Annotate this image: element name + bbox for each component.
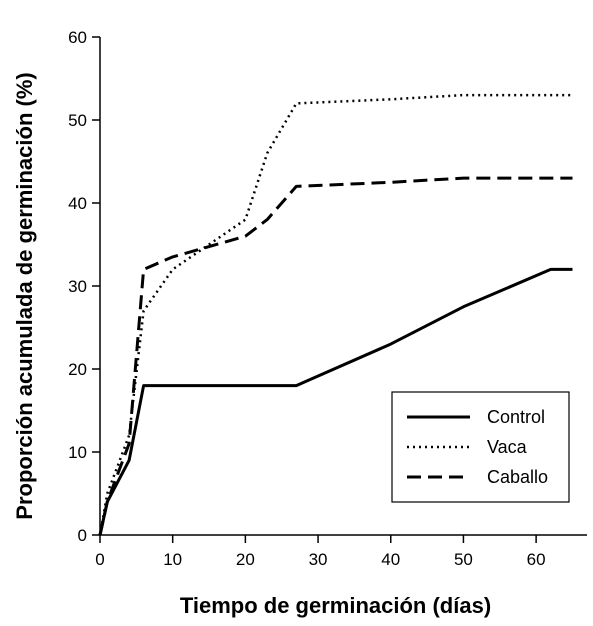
legend: Control Vaca Caballo <box>391 391 570 503</box>
series-line-caballo <box>98 176 573 536</box>
x-tick-label: 0 <box>95 550 104 569</box>
axes <box>99 37 587 536</box>
y-tick-label: 60 <box>68 28 87 47</box>
series-line-vaca <box>98 93 573 536</box>
y-tick-label: 30 <box>68 277 87 296</box>
x-tick-label: 30 <box>309 550 328 569</box>
y-tick-label: 0 <box>78 526 87 545</box>
axis-ticks: 0 10 20 30 40 50 60 0 10 20 30 40 50 60 <box>68 28 546 569</box>
legend-label-control: Control <box>487 407 545 427</box>
x-axis-title: Tiempo de germinación (días) <box>180 593 491 618</box>
y-axis-title: Proporción acumulada de germinación (%) <box>12 72 37 519</box>
series-line-control <box>98 267 573 536</box>
legend-label-caballo: Caballo <box>487 467 548 487</box>
legend-label-vaca: Vaca <box>487 437 528 457</box>
y-tick-label: 50 <box>68 111 87 130</box>
x-tick-label: 60 <box>527 550 546 569</box>
y-tick-label: 10 <box>68 443 87 462</box>
y-tick-label: 20 <box>68 360 87 379</box>
x-tick-label: 40 <box>381 550 400 569</box>
x-tick-label: 50 <box>454 550 473 569</box>
x-tick-label: 20 <box>236 550 255 569</box>
series-lines <box>98 93 573 536</box>
y-tick-label: 40 <box>68 194 87 213</box>
legend-box <box>391 391 570 503</box>
x-tick-label: 10 <box>163 550 182 569</box>
